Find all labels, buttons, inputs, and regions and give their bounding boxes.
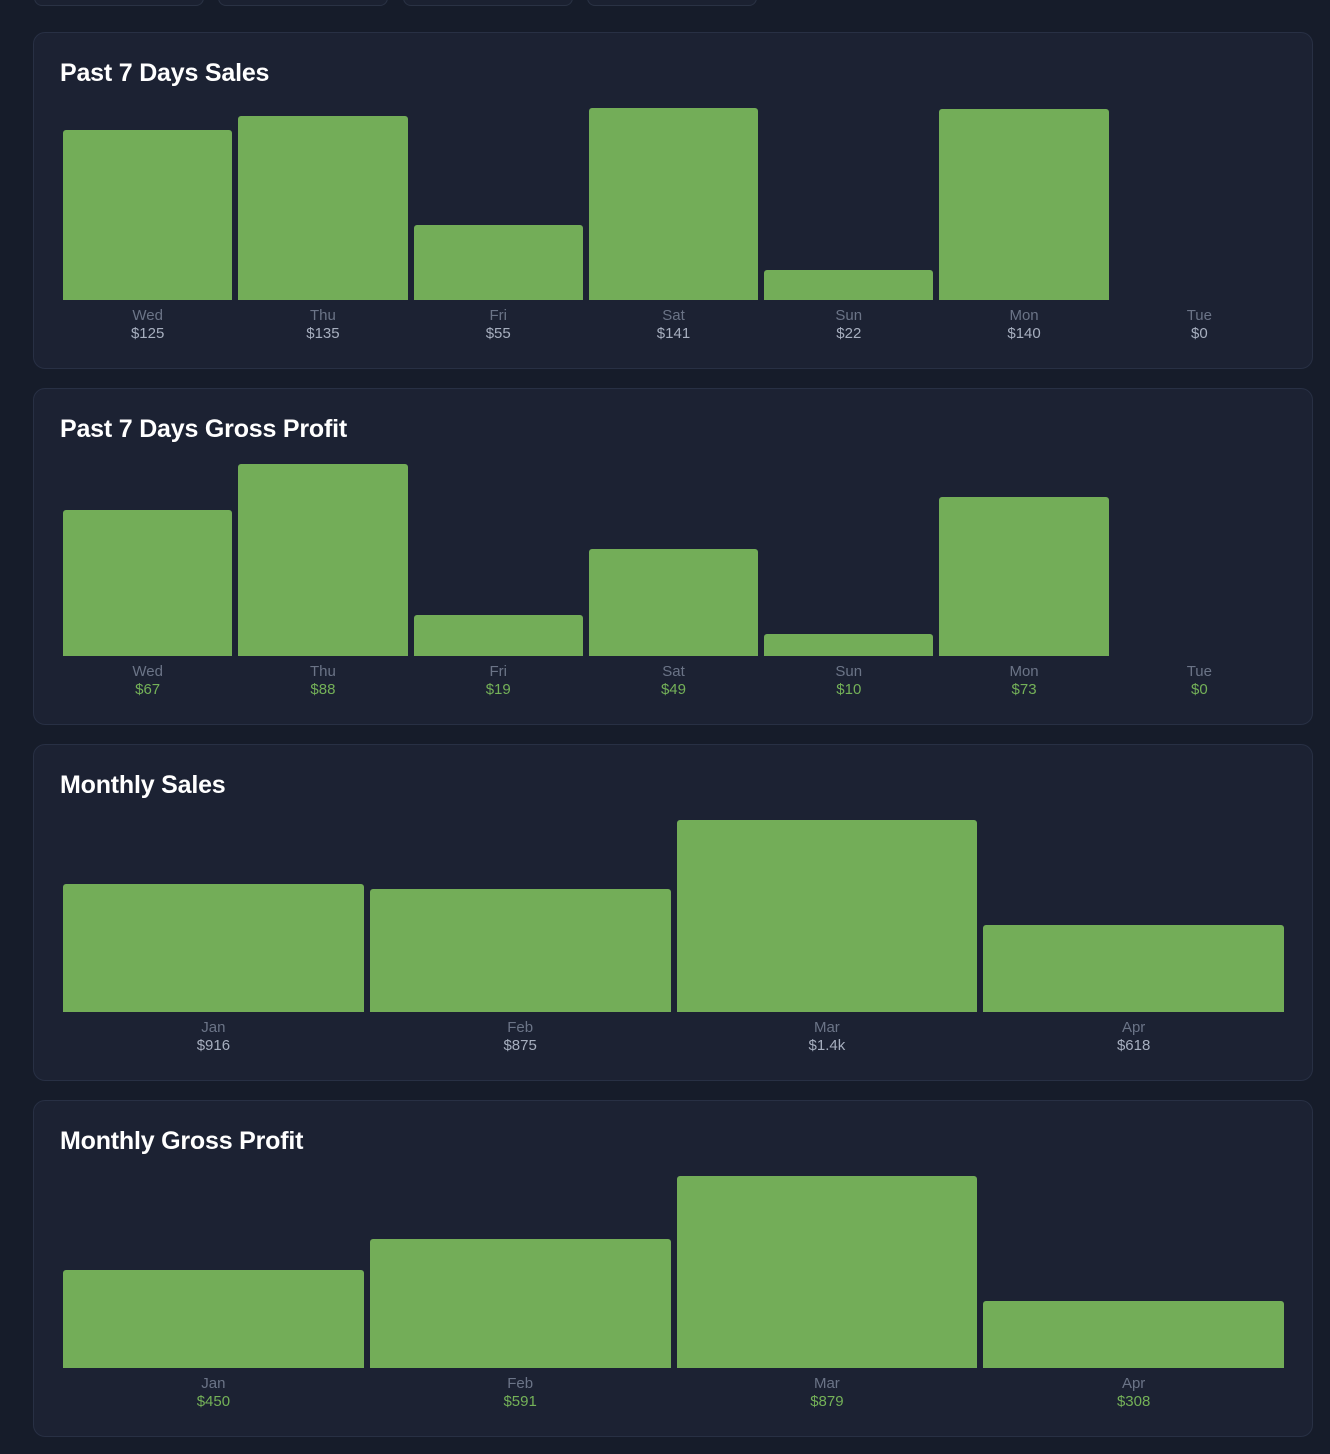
category-label: Wed [132, 663, 163, 680]
category-label: Sat [662, 663, 685, 680]
value-label: $141 [656, 325, 691, 342]
category-label: Apr [1121, 1019, 1146, 1036]
category-label: Thu [309, 663, 336, 680]
value-label: $0 [1191, 681, 1208, 698]
category-label: Wed [132, 307, 163, 324]
value-label: $875 [503, 1037, 537, 1054]
category-label: Sat [662, 307, 685, 324]
value-label: $591 [503, 1393, 537, 1410]
category-label: Feb [507, 1375, 534, 1392]
bar-fri[interactable] [413, 225, 583, 300]
top-tab[interactable] [218, 0, 388, 6]
bar-sat[interactable] [588, 108, 759, 300]
bar-wed[interactable] [63, 130, 233, 300]
value-label: $135 [306, 325, 340, 342]
top-tab[interactable] [587, 0, 757, 6]
category-label: Jan [201, 1019, 226, 1036]
value-label: $73 [1011, 681, 1037, 698]
top-tab[interactable] [34, 0, 204, 6]
chart-card-past-7-days-sales: Past 7 Days Sales Wed $125 Thu $135 Fri $55 Sa… [33, 32, 1313, 369]
category-label: Tue [1186, 663, 1212, 680]
category-label: Fri [489, 663, 507, 680]
card-title: Past 7 Days Gross Profit [60, 415, 347, 443]
bar-chart: Wed $125 Thu $135 Fri $55 Sat $141 Sun $22 Mon $140… [34, 33, 1314, 370]
value-label: $88 [310, 681, 336, 698]
value-label: $308 [1116, 1393, 1151, 1410]
bar-feb[interactable] [369, 1239, 671, 1368]
category-label: Mar [813, 1375, 840, 1392]
bar-apr[interactable] [983, 925, 1284, 1012]
card-title: Monthly Gross Profit [60, 1127, 304, 1155]
category-label: Apr [1121, 1375, 1146, 1392]
value-label: $49 [660, 681, 686, 698]
bar-jan[interactable] [63, 884, 364, 1012]
bar-chart: Jan $450 Feb $591 Mar $879 Apr $308 [34, 1101, 1314, 1438]
category-label: Mar [813, 1019, 840, 1036]
value-label: $916 [196, 1037, 231, 1054]
bar-thu[interactable] [238, 116, 408, 300]
bar-chart: Wed $67 Thu $88 Fri $19 Sat $49 Sun $10 Mon $73 Tue $… [34, 389, 1314, 726]
bar-mar[interactable] [676, 820, 978, 1012]
bar-wed[interactable] [63, 510, 233, 656]
bar-sun[interactable] [764, 270, 934, 300]
value-label: $19 [485, 681, 511, 698]
value-label: $450 [196, 1393, 231, 1410]
bar-thu[interactable] [238, 464, 408, 656]
bar-mon[interactable] [939, 497, 1109, 656]
category-label: Sun [835, 663, 863, 680]
category-label: Mon [1009, 663, 1039, 680]
category-label: Fri [489, 307, 507, 324]
bar-sat[interactable] [588, 549, 759, 656]
category-label: Thu [309, 307, 336, 324]
category-label: Mon [1009, 307, 1039, 324]
category-label: Feb [507, 1019, 534, 1036]
bar-apr[interactable] [983, 1301, 1284, 1368]
category-label: Jan [201, 1375, 226, 1392]
value-label: $55 [485, 325, 511, 342]
top-tab-bar [0, 0, 1330, 10]
value-label: $10 [836, 681, 862, 698]
card-title: Monthly Sales [60, 771, 226, 799]
bar-feb[interactable] [369, 889, 671, 1012]
bar-jan[interactable] [63, 1270, 364, 1368]
top-tab[interactable] [403, 0, 573, 6]
card-title: Past 7 Days Sales [60, 59, 270, 87]
bar-mon[interactable] [939, 109, 1109, 300]
value-label: $22 [836, 325, 862, 342]
value-label: $140 [1007, 325, 1041, 342]
bar-chart: Jan $916 Feb $875 Mar $1.4k Apr $618 [34, 745, 1314, 1082]
chart-card-past-7-days-gross-profit: Past 7 Days Gross Profit Wed $67 Thu $88 Fri… [33, 388, 1313, 725]
value-label: $125 [130, 325, 165, 342]
value-label: $0 [1191, 325, 1208, 342]
bar-sun[interactable] [764, 634, 934, 656]
bar-mar[interactable] [676, 1176, 978, 1368]
value-label: $1.4k [808, 1037, 846, 1054]
value-label: $618 [1116, 1037, 1151, 1054]
bar-fri[interactable] [413, 615, 583, 656]
chart-card-monthly-sales: Monthly Sales Jan $916 Feb $875 Mar $1.4k Apr $… [33, 744, 1313, 1081]
category-label: Tue [1186, 307, 1212, 324]
value-label: $879 [810, 1393, 844, 1410]
category-label: Sun [835, 307, 863, 324]
value-label: $67 [135, 681, 161, 698]
chart-card-monthly-gross-profit: Monthly Gross Profit Jan $450 Feb $591 Mar $8… [33, 1100, 1313, 1437]
